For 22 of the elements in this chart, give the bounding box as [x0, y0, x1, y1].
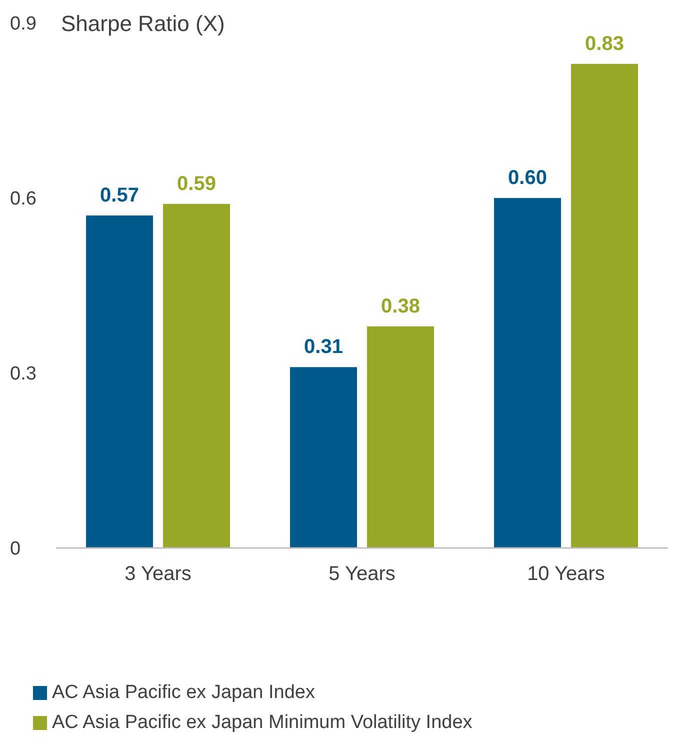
bar	[290, 367, 357, 548]
bar	[494, 198, 561, 548]
data-label: 0.60	[508, 167, 547, 189]
data-label: 0.59	[177, 172, 216, 195]
data-label: 0.31	[304, 336, 343, 358]
chart-title: Sharpe Ratio (X)	[61, 11, 225, 37]
x-tick-label: 10 Years	[527, 563, 605, 586]
bar	[367, 326, 434, 548]
legend-label: AC Asia Pacific ex Japan Minimum Volatility Index	[52, 711, 472, 735]
x-tick-label: 5 Years	[328, 563, 396, 586]
data-label: 0.57	[100, 184, 139, 206]
bar	[163, 204, 230, 548]
legend-label: AC Asia Pacific ex Japan Index	[52, 681, 315, 705]
y-tick-label: 0.9	[10, 14, 36, 35]
bar	[571, 64, 638, 548]
data-label: 0.83	[585, 32, 624, 55]
y-tick-label: 0.6	[10, 188, 36, 210]
y-tick-label: 0	[10, 538, 21, 560]
bar	[86, 216, 153, 548]
data-label: 0.38	[381, 295, 420, 318]
y-tick-label: 0.3	[10, 364, 36, 385]
x-tick-label: 3 Years	[124, 563, 192, 586]
